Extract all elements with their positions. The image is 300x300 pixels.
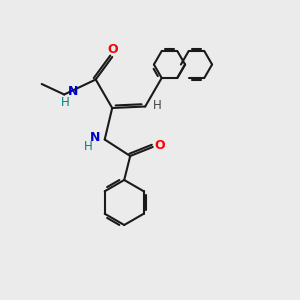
Text: H: H <box>153 98 162 112</box>
Text: O: O <box>107 43 118 56</box>
Text: O: O <box>154 139 165 152</box>
Text: H: H <box>61 96 70 110</box>
Text: H: H <box>84 140 93 153</box>
Text: N: N <box>68 85 78 98</box>
Text: N: N <box>90 130 100 144</box>
